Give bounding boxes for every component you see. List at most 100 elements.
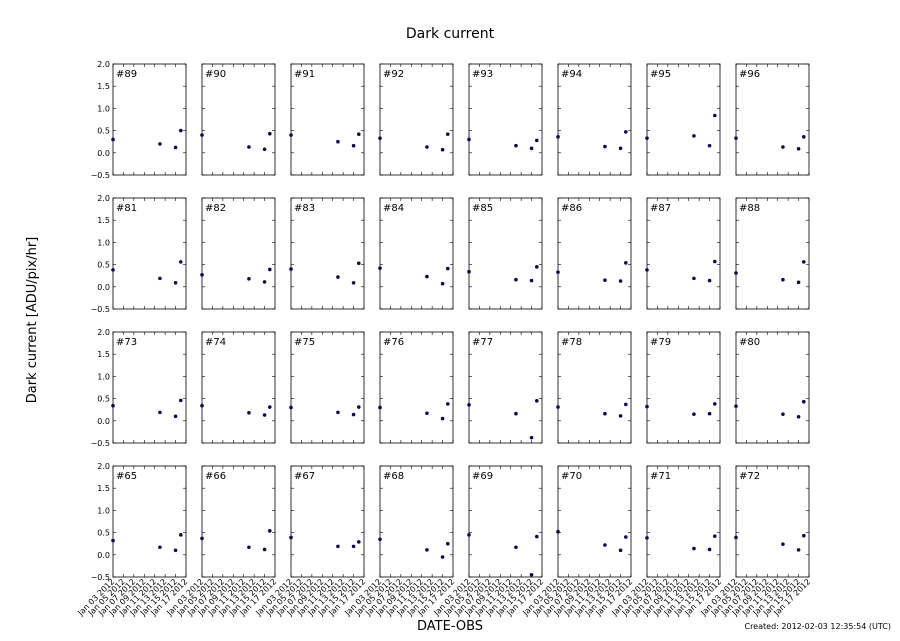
data-point <box>645 268 649 272</box>
data-point <box>351 412 356 417</box>
data-point <box>336 139 340 144</box>
data-point <box>378 537 382 542</box>
panel-frame <box>201 63 276 176</box>
data-point <box>623 130 628 134</box>
panel-frame <box>735 63 810 176</box>
data-point <box>262 547 267 552</box>
y-tick-label: 0.5 <box>97 261 110 270</box>
y-tick-label: −0.5 <box>91 305 110 314</box>
data-point <box>514 143 518 148</box>
data-point <box>796 147 801 151</box>
panel-frame <box>379 465 454 578</box>
data-point <box>267 267 272 272</box>
data-point <box>514 411 518 416</box>
data-point <box>173 281 178 285</box>
y-tick-label: 0.5 <box>97 529 110 538</box>
panel-75: #75 <box>289 331 365 444</box>
y-tick-label: 2.0 <box>97 60 110 69</box>
data-point <box>200 403 204 408</box>
panel-label: #77 <box>472 337 493 348</box>
data-point <box>556 529 560 534</box>
panel-label: #69 <box>472 471 493 482</box>
data-point <box>603 543 607 547</box>
data-point <box>529 435 534 440</box>
panel-frame <box>646 465 721 578</box>
data-point <box>425 548 429 552</box>
data-point <box>440 281 445 286</box>
data-point <box>781 412 785 416</box>
data-point <box>801 260 806 264</box>
data-point <box>712 113 717 118</box>
panel-92: #92 <box>378 63 454 176</box>
data-point <box>645 404 649 409</box>
y-tick-label: 1.5 <box>97 82 110 91</box>
data-point <box>556 405 560 409</box>
data-point <box>158 276 162 281</box>
data-point <box>440 416 445 421</box>
panel-frame <box>468 331 543 444</box>
data-point <box>692 134 696 138</box>
panel-93: #93 <box>467 63 543 176</box>
data-point <box>158 545 162 550</box>
panel-label: #71 <box>650 471 671 482</box>
data-point <box>801 533 806 538</box>
data-point <box>356 540 361 544</box>
data-point <box>534 534 539 539</box>
data-point <box>158 142 162 146</box>
data-point <box>618 548 623 553</box>
data-point <box>514 545 518 550</box>
panel-83: #83 <box>289 197 365 310</box>
panel-86: #86 <box>556 197 632 310</box>
data-point <box>173 548 178 553</box>
panel-grid: −0.5 0.0 0.5 1.0 1.5 2.0 #89 #90 #91 #92 #93 #94 #95… <box>75 60 812 618</box>
panel-label: #74 <box>205 337 226 348</box>
panel-89: −0.5 0.0 0.5 1.0 1.5 2.0 #89 <box>91 60 187 180</box>
data-point <box>801 399 806 404</box>
panel-73: −0.5 0.0 0.5 1.0 1.5 2.0 #73 <box>91 328 187 448</box>
panel-77: #77 <box>467 331 543 444</box>
data-point <box>692 546 696 551</box>
panel-label: #93 <box>472 69 493 80</box>
panel-label: #76 <box>383 337 404 348</box>
panel-label: #72 <box>739 471 760 482</box>
data-point <box>707 411 712 416</box>
y-tick-label: 0.5 <box>97 395 110 404</box>
y-tick-label: 0.0 <box>97 149 110 158</box>
y-axis-label: Dark current [ADU/pix/hr] <box>25 237 40 403</box>
panel-82: #82 <box>200 197 276 310</box>
panel-label: #89 <box>116 69 137 80</box>
data-point <box>178 398 183 403</box>
data-point <box>618 146 623 151</box>
panel-frame <box>379 197 454 310</box>
y-tick-label: 2.0 <box>97 462 110 471</box>
panel-frame <box>379 331 454 444</box>
panel-frame <box>557 331 632 444</box>
panel-81: −0.5 0.0 0.5 1.0 1.5 2.0 #81 <box>91 194 187 314</box>
data-point <box>289 267 293 271</box>
y-tick-label: 0.0 <box>97 283 110 292</box>
data-point <box>267 405 272 409</box>
panel-label: #66 <box>205 471 226 482</box>
panel-frame <box>735 465 810 578</box>
y-tick-label: 1.5 <box>97 216 110 225</box>
data-point <box>603 278 607 282</box>
data-point <box>603 144 607 149</box>
panel-frame <box>468 465 543 578</box>
data-point <box>467 533 471 537</box>
data-point <box>262 413 267 417</box>
y-tick-label: 1.0 <box>97 238 110 247</box>
data-point <box>289 405 293 410</box>
data-point <box>378 266 382 270</box>
panel-frame <box>201 465 276 578</box>
data-point <box>378 405 382 410</box>
panel-label: #95 <box>650 69 671 80</box>
data-point <box>200 133 204 137</box>
data-point <box>440 555 445 559</box>
data-point <box>356 261 361 266</box>
data-point <box>781 542 785 546</box>
panel-label: #80 <box>739 337 760 348</box>
data-point <box>734 271 738 275</box>
